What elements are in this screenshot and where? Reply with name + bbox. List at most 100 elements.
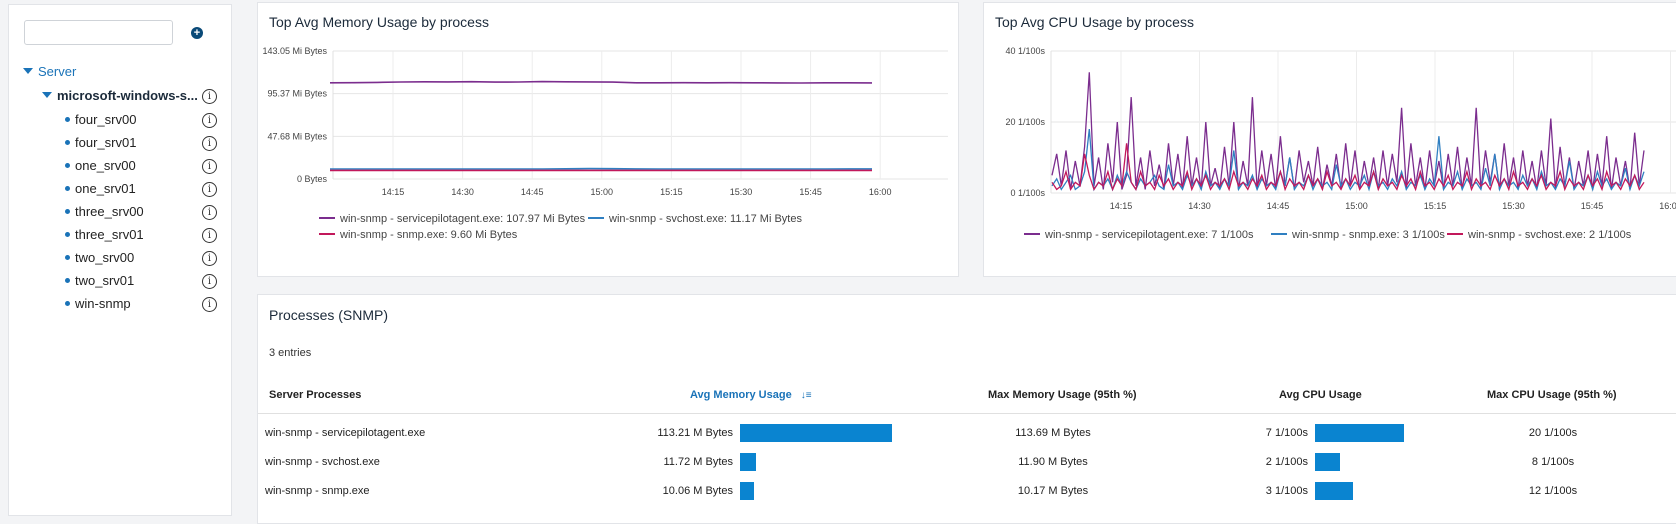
- legend-swatch: [1024, 233, 1040, 235]
- avg-memory-cell: 113.21 M Bytes: [598, 427, 733, 439]
- max-memory-cell: 10.17 M Bytes: [993, 485, 1113, 497]
- bullet-icon: [65, 232, 70, 237]
- entries-count: 3 entries: [269, 347, 311, 359]
- info-icon[interactable]: i: [202, 89, 217, 104]
- legend-label: win-snmp - snmp.exe: 9.60 Mi Bytes: [340, 229, 517, 241]
- info-icon[interactable]: i: [202, 136, 217, 151]
- col-server-processes[interactable]: Server Processes: [269, 389, 361, 401]
- max-cpu-cell: 12 1/100s: [1498, 485, 1608, 497]
- info-icon[interactable]: i: [202, 274, 217, 289]
- avg-memory-cell: 10.06 M Bytes: [598, 485, 733, 497]
- table-header-divider: [258, 413, 1676, 414]
- tree-root-label: Server: [38, 64, 76, 79]
- memory-legend-item[interactable]: win-snmp - snmp.exe: 9.60 Mi Bytes: [319, 229, 517, 241]
- legend-label: win-snmp - snmp.exe: 3 1/100s: [1292, 229, 1445, 241]
- tree-item-three_srv00[interactable]: three_srv00: [65, 203, 144, 221]
- tree-item-four_srv00[interactable]: four_srv00: [65, 111, 136, 129]
- memory-legend-item[interactable]: win-snmp - servicepilotagent.exe: 107.97…: [319, 213, 585, 225]
- caret-down-icon[interactable]: [42, 92, 52, 98]
- info-icon[interactable]: i: [202, 205, 217, 220]
- max-memory-cell: 11.90 M Bytes: [993, 456, 1113, 468]
- tree-group-microsoft-windows[interactable]: microsoft-windows-s...: [42, 87, 198, 105]
- x-tick-label: 15:45: [799, 187, 822, 197]
- cpu-legend-item[interactable]: win-snmp - snmp.exe: 3 1/100s: [1271, 229, 1445, 241]
- y-tick-label: 0 1/100s: [1010, 188, 1045, 198]
- tree-item-label: two_srv01: [75, 273, 134, 288]
- bullet-icon: [65, 301, 70, 306]
- x-tick-label: 15:30: [1502, 201, 1525, 211]
- avg-cpu-cell: 3 1/100s: [1198, 485, 1308, 497]
- x-tick-label: 15:15: [1424, 201, 1447, 211]
- caret-down-icon[interactable]: [23, 68, 33, 74]
- x-tick-label: 16:00: [1659, 201, 1676, 211]
- tree-item-one_srv00[interactable]: one_srv00: [65, 157, 136, 175]
- plus-circle-icon[interactable]: +: [191, 27, 203, 39]
- x-tick-label: 14:15: [1110, 201, 1133, 211]
- tree-group-label: microsoft-windows-s...: [57, 88, 198, 103]
- avg-memory-bar: [740, 453, 756, 471]
- x-tick-label: 14:30: [451, 187, 474, 197]
- info-icon[interactable]: i: [202, 297, 217, 312]
- info-icon[interactable]: i: [202, 113, 217, 128]
- series-line-win-snmp-servicepilotagent-exe: [330, 82, 872, 83]
- info-icon[interactable]: i: [202, 228, 217, 243]
- cpu-legend-item[interactable]: win-snmp - svchost.exe: 2 1/100s: [1447, 229, 1631, 241]
- avg-memory-bar: [740, 482, 754, 500]
- processes-panel: Processes (SNMP) 3 entries Server Proces…: [257, 294, 1676, 524]
- sort-descending-icon[interactable]: ↓≡: [801, 390, 812, 401]
- tree-item-label: one_srv00: [75, 158, 136, 173]
- tree-item-label: win-snmp: [75, 296, 131, 311]
- y-tick-label: 0 Bytes: [297, 174, 328, 184]
- max-memory-cell: 113.69 M Bytes: [993, 427, 1113, 439]
- x-tick-label: 15:30: [730, 187, 753, 197]
- col-avg-memory-label: Avg Memory Usage: [690, 389, 792, 401]
- col-avg-memory-usage[interactable]: Avg Memory Usage ↓≡: [690, 389, 812, 401]
- legend-label: win-snmp - svchost.exe: 11.17 Mi Bytes: [609, 213, 802, 225]
- col-avg-cpu-usage[interactable]: Avg CPU Usage: [1279, 389, 1362, 401]
- x-tick-label: 14:45: [1267, 201, 1290, 211]
- max-cpu-cell: 8 1/100s: [1498, 456, 1608, 468]
- process-name-cell: win-snmp - snmp.exe: [265, 485, 370, 497]
- bullet-icon: [65, 163, 70, 168]
- tree-item-two_srv00[interactable]: two_srv00: [65, 249, 134, 267]
- col-max-cpu-usage[interactable]: Max CPU Usage (95th %): [1487, 389, 1617, 401]
- tree-item-label: three_srv00: [75, 204, 144, 219]
- avg-memory-bar: [740, 424, 892, 442]
- tree-item-win-snmp[interactable]: win-snmp: [65, 295, 131, 313]
- avg-cpu-cell: 7 1/100s: [1198, 427, 1308, 439]
- avg-cpu-bar: [1315, 453, 1340, 471]
- y-tick-label: 95.37 Mi Bytes: [267, 89, 327, 99]
- bullet-icon: [65, 278, 70, 283]
- x-tick-label: 15:15: [660, 187, 683, 197]
- info-icon[interactable]: i: [202, 182, 217, 197]
- search-input[interactable]: [24, 20, 173, 45]
- info-icon[interactable]: i: [202, 251, 217, 266]
- x-tick-label: 15:00: [1345, 201, 1368, 211]
- y-tick-label: 143.05 Mi Bytes: [262, 46, 327, 56]
- tree-item-three_srv01[interactable]: three_srv01: [65, 226, 144, 244]
- memory-legend-item[interactable]: win-snmp - svchost.exe: 11.17 Mi Bytes: [588, 213, 802, 225]
- process-name-cell: win-snmp - svchost.exe: [265, 456, 380, 468]
- info-icon[interactable]: i: [202, 159, 217, 174]
- cpu-legend-item[interactable]: win-snmp - servicepilotagent.exe: 7 1/10…: [1024, 229, 1254, 241]
- bullet-icon: [65, 255, 70, 260]
- x-tick-label: 15:00: [591, 187, 614, 197]
- tree-item-one_srv01[interactable]: one_srv01: [65, 180, 136, 198]
- processes-title: Processes (SNMP): [269, 307, 388, 323]
- legend-label: win-snmp - servicepilotagent.exe: 107.97…: [340, 213, 585, 225]
- avg-memory-cell: 11.72 M Bytes: [598, 456, 733, 468]
- tree-item-two_srv01[interactable]: two_srv01: [65, 272, 134, 290]
- tree-root-server[interactable]: Server: [23, 63, 76, 81]
- memory-chart-title: Top Avg Memory Usage by process: [269, 14, 489, 30]
- tree-item-four_srv01[interactable]: four_srv01: [65, 134, 136, 152]
- legend-label: win-snmp - svchost.exe: 2 1/100s: [1468, 229, 1631, 241]
- x-tick-label: 15:45: [1581, 201, 1604, 211]
- tree-item-label: four_srv01: [75, 135, 136, 150]
- legend-label: win-snmp - servicepilotagent.exe: 7 1/10…: [1045, 229, 1254, 241]
- col-max-memory-usage[interactable]: Max Memory Usage (95th %): [988, 389, 1137, 401]
- legend-swatch: [319, 233, 335, 235]
- tree-item-label: three_srv01: [75, 227, 144, 242]
- avg-cpu-cell: 2 1/100s: [1198, 456, 1308, 468]
